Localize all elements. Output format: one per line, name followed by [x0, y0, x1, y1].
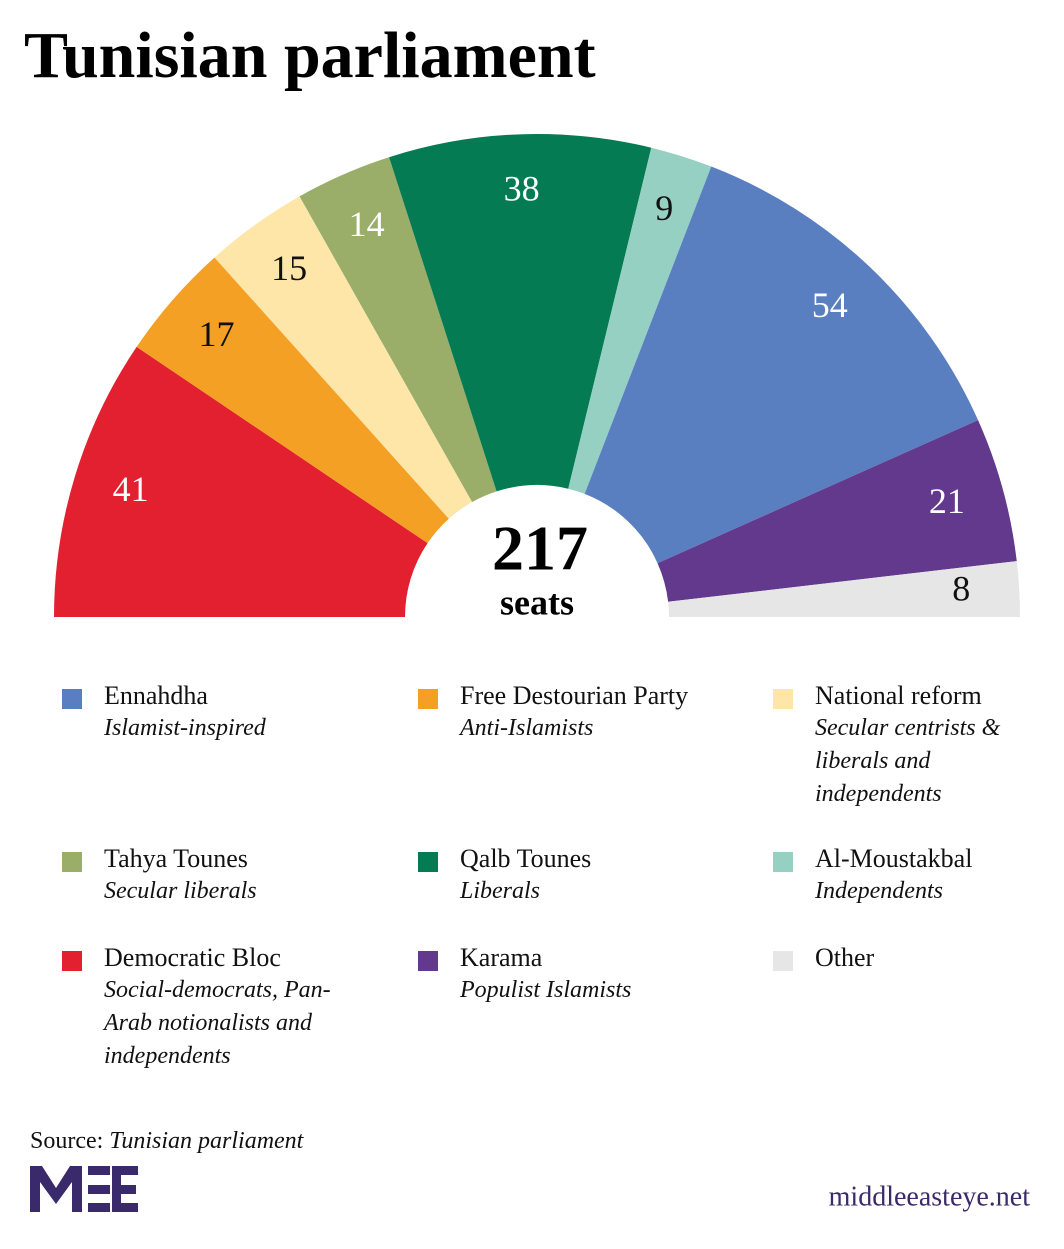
value-label: 41	[113, 469, 149, 509]
seat-segment	[657, 420, 1017, 602]
legend-name: Al-Moustakbal	[815, 844, 973, 873]
seat-segment	[389, 133, 652, 492]
legend-swatch	[418, 951, 438, 971]
logo	[30, 1166, 138, 1212]
seat-segment	[584, 166, 979, 564]
legend-name: National reform	[815, 681, 982, 710]
seat-segment	[136, 257, 449, 544]
legend-description: Islamist-inspired	[104, 715, 266, 741]
legend-swatch	[62, 951, 82, 971]
legend-swatch	[418, 689, 438, 709]
seat-segment	[54, 346, 428, 617]
legend-entry: Democratic Bloc Social-democrats, Pan-Ara…	[104, 941, 374, 1073]
legend-swatch	[773, 951, 793, 971]
value-label: 14	[349, 204, 385, 244]
legend-name: Qalb Tounes	[460, 844, 592, 873]
value-label: 21	[929, 481, 965, 521]
legend-name: Tahya Tounes	[104, 844, 248, 873]
value-label: 15	[271, 248, 307, 288]
seat-segment	[299, 157, 497, 503]
source: Source: Tunisian parliament	[30, 1128, 303, 1155]
legend-swatch	[418, 852, 438, 872]
logo-bar	[112, 1203, 138, 1212]
legend-description: Anti-Islamists	[460, 715, 594, 741]
website: middleeasteye.net	[829, 1181, 1031, 1212]
logo-bar	[88, 1203, 110, 1212]
legend-swatch	[62, 689, 82, 709]
legend-entry: Al-Moustakbal Independents	[815, 842, 1045, 908]
legend-name: Ennahdha	[104, 681, 208, 710]
legend-name: Other	[815, 943, 875, 972]
logo-bar	[88, 1166, 110, 1175]
legend-description: Secular centrists & liberals and indepen…	[815, 715, 1001, 807]
legend-description: Populist Islamists	[460, 977, 632, 1003]
logo-bar	[112, 1185, 136, 1194]
legend-entry: Ennahdha Islamist-inspired	[104, 679, 374, 745]
total-label: seats	[500, 582, 574, 622]
legend-description: Liberals	[460, 878, 541, 904]
value-label: 9	[655, 188, 673, 228]
source-text: Tunisian parliament	[109, 1128, 304, 1154]
logo-bar	[112, 1166, 138, 1175]
legend-name: Free Destourian Party	[460, 681, 689, 710]
legend-entry: Qalb Tounes Liberals	[460, 842, 730, 908]
seat-segment	[214, 196, 473, 519]
value-label: 54	[812, 285, 848, 325]
logo-bar	[88, 1185, 110, 1194]
legend-description: Secular liberals	[104, 878, 257, 904]
legend-name: Democratic Bloc	[104, 943, 281, 972]
source-label: Source:	[30, 1128, 104, 1154]
value-label: 8	[952, 569, 970, 609]
seat-segment	[568, 147, 712, 494]
chart-title: Tunisian parliament	[24, 19, 596, 92]
value-label: 38	[504, 169, 540, 209]
legend-entry: Karama Populist Islamists	[460, 941, 730, 1007]
value-label: 17	[199, 314, 235, 354]
legend-entry: Other	[815, 941, 1045, 974]
seat-segment	[668, 561, 1020, 617]
legend-entry: National reform Secular centrists & liber…	[815, 679, 1045, 811]
legend-description: Independents	[815, 878, 943, 904]
total-seats: 217	[492, 513, 588, 584]
legend-entry: Tahya Tounes Secular liberals	[104, 842, 374, 908]
legend-swatch	[773, 852, 793, 872]
legend-entry: Free Destourian Party Anti-Islamists	[460, 679, 730, 745]
legend-swatch	[62, 852, 82, 872]
legend-description: Social-democrats, Pan-Arab notionalists …	[104, 977, 331, 1069]
legend-swatch	[773, 689, 793, 709]
logo-m	[30, 1166, 82, 1212]
legend-name: Karama	[460, 943, 543, 972]
